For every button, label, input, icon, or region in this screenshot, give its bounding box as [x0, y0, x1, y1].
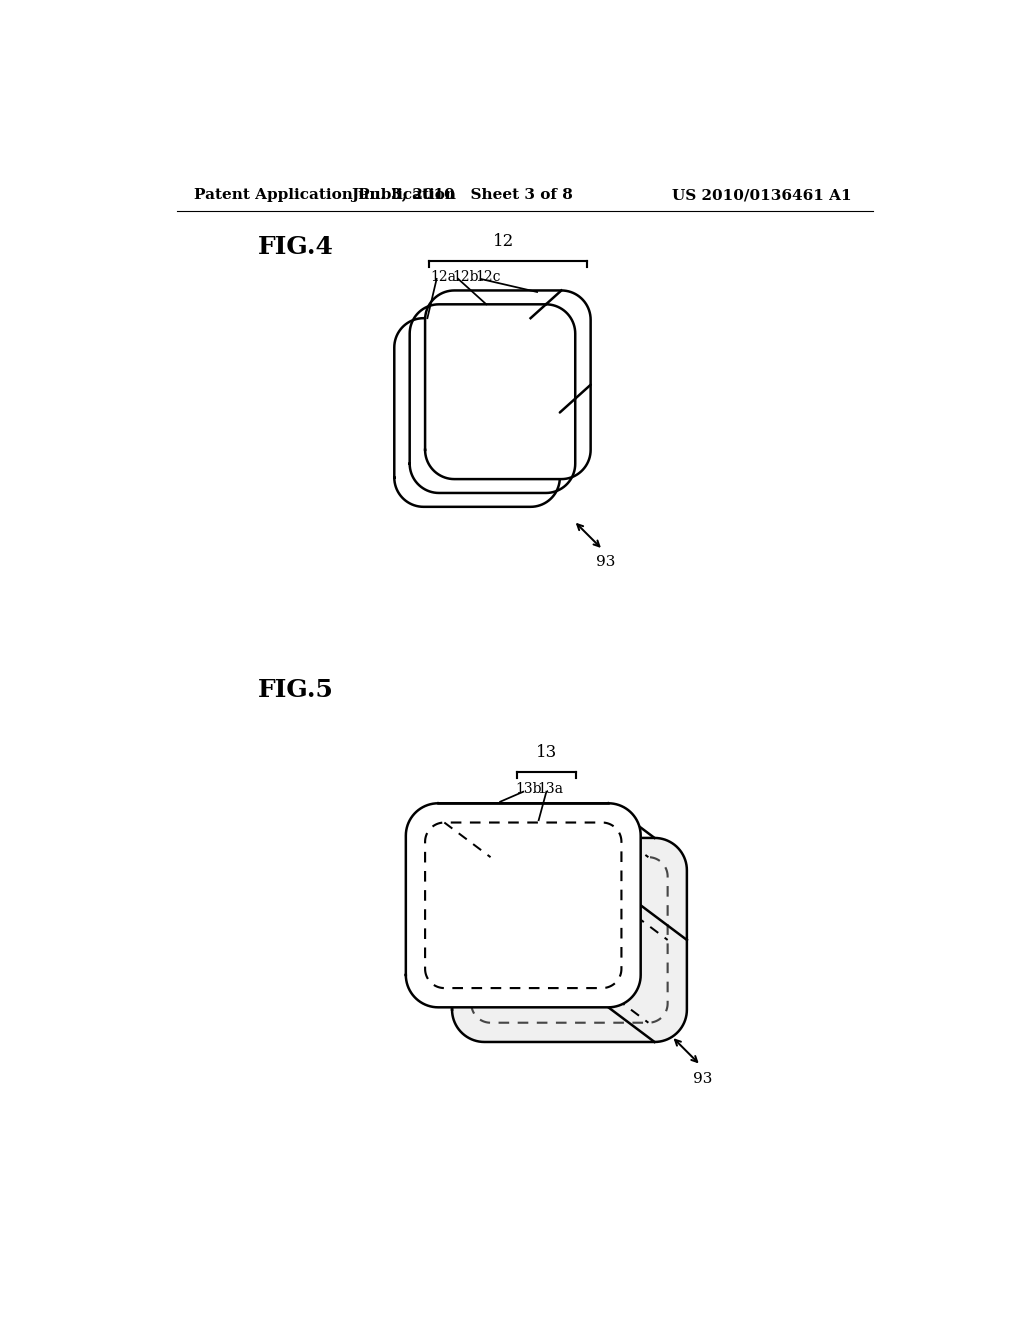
- Text: FIG.5: FIG.5: [258, 677, 334, 702]
- Polygon shape: [394, 318, 560, 507]
- Polygon shape: [410, 305, 575, 492]
- Text: 13a: 13a: [538, 783, 563, 796]
- Text: 13: 13: [536, 744, 557, 760]
- Text: 12: 12: [494, 234, 515, 251]
- Text: 13b: 13b: [515, 783, 542, 796]
- Polygon shape: [452, 838, 687, 1041]
- Text: 93: 93: [596, 554, 615, 569]
- Text: FIG.4: FIG.4: [258, 235, 334, 259]
- Text: US 2010/0136461 A1: US 2010/0136461 A1: [672, 189, 852, 202]
- Polygon shape: [406, 804, 641, 1007]
- Text: Jun. 3, 2010   Sheet 3 of 8: Jun. 3, 2010 Sheet 3 of 8: [351, 189, 572, 202]
- Text: 12a: 12a: [430, 271, 457, 284]
- Text: 93: 93: [692, 1072, 712, 1085]
- Text: 12c: 12c: [475, 271, 501, 284]
- Text: 12b: 12b: [452, 271, 478, 284]
- Text: Patent Application Publication: Patent Application Publication: [195, 189, 457, 202]
- Polygon shape: [425, 290, 591, 479]
